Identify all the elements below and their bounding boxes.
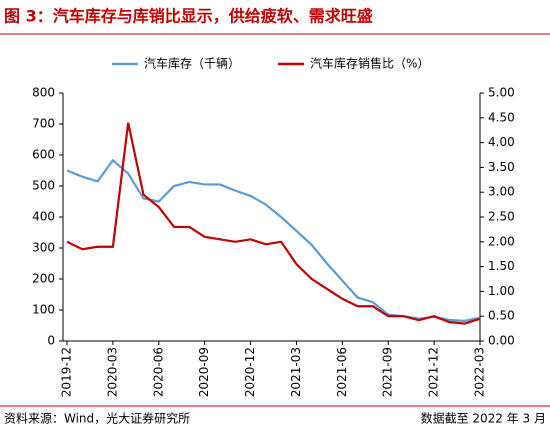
legend-label: 汽车库存（千辆）	[144, 56, 240, 71]
y2-tick-label: 1.50	[488, 259, 515, 273]
legend-label: 汽车库存销售比（%）	[310, 56, 429, 71]
x-tick-label: 2021-12	[427, 347, 441, 397]
y2-tick-label: 2.50	[488, 210, 515, 224]
series-line	[66, 122, 481, 325]
y2-tick-label: 1.00	[488, 284, 515, 298]
y2-tick-label: 0.50	[488, 309, 515, 323]
y-tick-label: 400	[32, 210, 55, 224]
y-tick-label: 500	[32, 179, 55, 193]
x-tick-label: 2020-03	[105, 347, 119, 397]
y-tick-label: 700	[32, 117, 55, 131]
note: 数据截至 2022 年 3 月	[421, 411, 546, 426]
x-tick-label: 2020-09	[197, 347, 211, 397]
y-tick-label: 800	[32, 86, 55, 100]
y2-tick-label: 4.50	[488, 110, 515, 124]
x-tick-label: 2019-12	[60, 347, 74, 397]
y-tick-label: 600	[32, 148, 55, 162]
y2-tick-label: 3.50	[488, 160, 515, 174]
x-tick-label: 2022-03	[473, 347, 487, 397]
y2-tick-label: 2.00	[488, 234, 515, 248]
source: 资料来源：Wind，光大证券研究所	[4, 411, 190, 426]
y2-tick-label: 3.00	[488, 185, 515, 199]
x-tick-label: 2021-03	[289, 347, 303, 397]
y2-tick-label: 0.00	[488, 334, 515, 348]
y-tick-label: 300	[32, 241, 55, 255]
y-tick-label: 100	[32, 303, 55, 317]
y-tick-label: 0	[47, 334, 55, 348]
series-line	[66, 158, 481, 322]
y2-tick-label: 4.00	[488, 135, 515, 149]
x-tick-label: 2021-06	[335, 347, 349, 397]
y-tick-label: 200	[32, 272, 55, 286]
x-tick-label: 2020-06	[151, 347, 165, 397]
y2-tick-label: 5.00	[488, 86, 515, 100]
chart-title: 图 3：汽车库存与库销比显示，供给疲软、需求旺盛	[4, 7, 373, 26]
x-tick-label: 2021-09	[381, 347, 395, 397]
x-tick-label: 2020-12	[243, 347, 257, 397]
